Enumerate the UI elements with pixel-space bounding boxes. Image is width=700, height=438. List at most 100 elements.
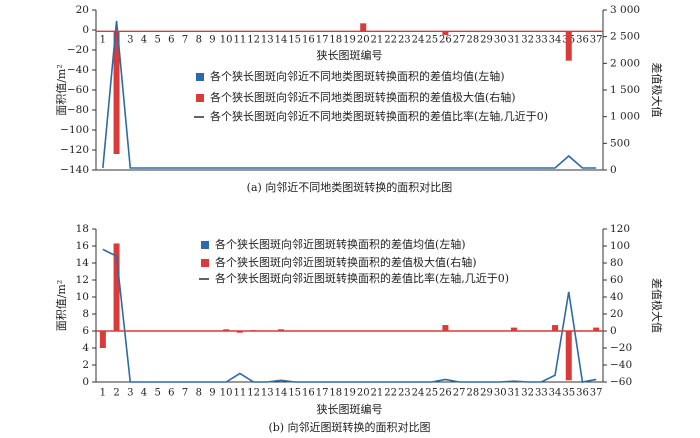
panel-b-right-tick-label: 20 — [610, 308, 623, 320]
panel-b-x-tick-label: 19 — [343, 388, 356, 399]
panel-a-x-tick-label: 28 — [466, 35, 479, 46]
panel-a-right-tick-label: 3 000 — [610, 4, 640, 16]
panel-b-y2label: 差值极大值 — [650, 278, 664, 333]
panel-a-x-tick-label: 16 — [302, 35, 315, 46]
panel-b-x-tick-label: 14 — [275, 388, 288, 399]
panel-b-bar-34 — [552, 325, 559, 331]
panel-b-right-tick-label: 0 — [610, 325, 617, 337]
panel-b-x-tick-label: 17 — [316, 388, 329, 399]
panel-a-x-tick-label: 6 — [168, 35, 174, 46]
panel-b-x-tick-label: 4 — [141, 388, 147, 399]
panel-b-x-tick-label: 28 — [466, 388, 479, 399]
panel-a-x-tick-label: 18 — [329, 35, 342, 46]
panel-a-bar-2 — [113, 31, 120, 154]
panel-b-x-tick-label: 18 — [329, 388, 342, 399]
panel-b-x-tick-label: 37 — [590, 388, 603, 399]
panel-a-x-tick-label: 20 — [357, 35, 370, 46]
panel-b-x-tick-label: 27 — [453, 388, 466, 399]
panel-b-left-tick-label: 6 — [82, 325, 89, 337]
panel-b-x-tick-label: 21 — [371, 388, 384, 399]
panel-b-x-tick-label: 32 — [521, 388, 534, 399]
panel-a-caption: (a) 向邻近不同地类图斑转换的面积对比图 — [247, 180, 453, 194]
panel-a-left-tick-label: −60 — [67, 84, 89, 96]
panel-a-x-tick-label: 34 — [549, 35, 562, 46]
panel-b-right-tick-label: 60 — [610, 274, 623, 286]
panel-a-x-tick-label: 4 — [141, 35, 147, 46]
panel-a-x-tick-label: 17 — [316, 35, 329, 46]
panel-b-x-tick-label: 3 — [127, 388, 133, 399]
panel-a-x-tick-label: 1 — [100, 35, 106, 46]
panel-b-caption: (b) 向邻近图斑转换的面积对比图 — [268, 420, 430, 434]
panel-a-right-tick-label: 2 000 — [610, 57, 640, 69]
panel-b-right-tick-label: 120 — [610, 223, 630, 235]
panel-a-x-tick-label: 25 — [425, 35, 438, 46]
panel-a-right-tick-label: 1 000 — [610, 111, 640, 123]
panel-a-left-tick-label: −100 — [60, 124, 89, 136]
panel-b-left-tick-label: 2 — [82, 359, 89, 371]
panel-a-x-tick-label: 11 — [234, 35, 247, 46]
panel-b-left-tick-label: 16 — [76, 240, 90, 252]
panel-b-right-tick-label: −40 — [610, 359, 632, 371]
panel-b-x-tick-label: 31 — [508, 388, 521, 399]
panel-a-x-tick-label: 23 — [398, 35, 411, 46]
panel-a-x-tick-label: 14 — [275, 35, 288, 46]
panel-b-bar-10 — [223, 329, 230, 331]
panel-a-right-tick-label: 500 — [610, 137, 630, 149]
panel-b-right-tick-label: 100 — [610, 240, 630, 252]
panel-b-right-tick-label: −60 — [610, 376, 632, 388]
panel-a-legend-label: 各个狭长图斑向邻近不同地类图斑转换面积的差值均值(左轴) — [210, 69, 505, 83]
panel-b-x-tick-label: 33 — [535, 388, 548, 399]
panel-a-bar-20 — [360, 23, 367, 32]
panel-a-x-tick-label: 15 — [288, 35, 301, 46]
panel-b-x-tick-label: 12 — [247, 388, 260, 399]
panel-a-left-tick-label: −40 — [67, 64, 89, 76]
panel-b-x-tick-label: 5 — [154, 388, 160, 399]
panel-b-x-tick-label: 34 — [549, 388, 562, 399]
panel-a-y2label: 差值极大值 — [650, 63, 664, 118]
panel-a-left-tick-label: −20 — [67, 44, 89, 56]
panel-a-x-tick-label: 12 — [247, 35, 260, 46]
panel-b-legend-label: 各个狭长图斑向邻近图斑转换面积的差值均值(左轴) — [215, 237, 466, 251]
panel-a-x-tick-label: 3 — [127, 35, 133, 46]
panel-b-legend-swatch-mean — [201, 241, 209, 249]
panel-a-bar-26 — [442, 31, 449, 36]
panel-a-left-tick-label: −80 — [67, 104, 89, 116]
panel-b-x-tick-label: 30 — [494, 388, 507, 399]
panel-b-legend-label: 各个狭长图斑向邻近图斑转换面积的差值比率(左轴,几近于0) — [215, 271, 509, 285]
panel-b-x-tick-label: 7 — [182, 388, 188, 399]
panel-b-mean-line — [102, 248, 597, 383]
panel-a-legend-label: 各个狭长图斑向邻近不同地类图斑转换面积的差值极大值(右轴) — [210, 90, 516, 104]
panel-a-x-tick-label: 8 — [196, 35, 202, 46]
panel-b-x-tick-label: 26 — [439, 388, 452, 399]
panel-a-xlabel: 狭长图斑编号 — [317, 48, 383, 62]
panel-b-bar-2 — [113, 243, 120, 331]
panel-a-x-tick-label: 36 — [576, 35, 589, 46]
panel-a-x-tick-label: 26 — [439, 35, 452, 46]
panel-b-bar-35 — [565, 331, 572, 381]
panel-b-right-tick-label: −20 — [610, 342, 632, 354]
panel-b-x-tick-label: 13 — [261, 388, 274, 399]
panel-b-bar-1 — [99, 331, 106, 348]
panel-b-x-tick-label: 36 — [576, 388, 589, 399]
panel-b-left-tick-label: 12 — [76, 274, 89, 286]
panel-a-legend-swatch-max — [196, 94, 204, 102]
panel-b-x-tick-label: 20 — [357, 388, 370, 399]
panel-a-left-tick-label: −140 — [60, 164, 89, 176]
panel-a-x-tick-label: 30 — [494, 35, 507, 46]
panel-a-x-tick-label: 22 — [384, 35, 397, 46]
panel-b-x-tick-label: 16 — [302, 388, 315, 399]
panel-b-legend-label: 各个狭长图斑向邻近图斑转换面积的差值极大值(右轴) — [215, 255, 477, 269]
panel-b-x-tick-label: 24 — [412, 388, 425, 399]
panel-a-x-tick-label: 37 — [590, 35, 603, 46]
panel-b-x-tick-label: 8 — [196, 388, 202, 399]
panel-b-xlabel: 狭长图斑编号 — [317, 402, 383, 416]
panel-a-x-tick-label: 31 — [508, 35, 521, 46]
panel-a-x-tick-label: 24 — [412, 35, 425, 46]
panel-b-bar-11 — [236, 331, 243, 333]
panel-a-x-tick-label: 7 — [182, 35, 188, 46]
panel-b-x-tick-label: 15 — [288, 388, 301, 399]
panel-b-bar-14 — [277, 329, 284, 331]
panel-a-x-tick-label: 21 — [371, 35, 384, 46]
panel-a-left-tick-label: 0 — [82, 24, 89, 36]
panel-b-left-tick-label: 14 — [76, 257, 90, 269]
